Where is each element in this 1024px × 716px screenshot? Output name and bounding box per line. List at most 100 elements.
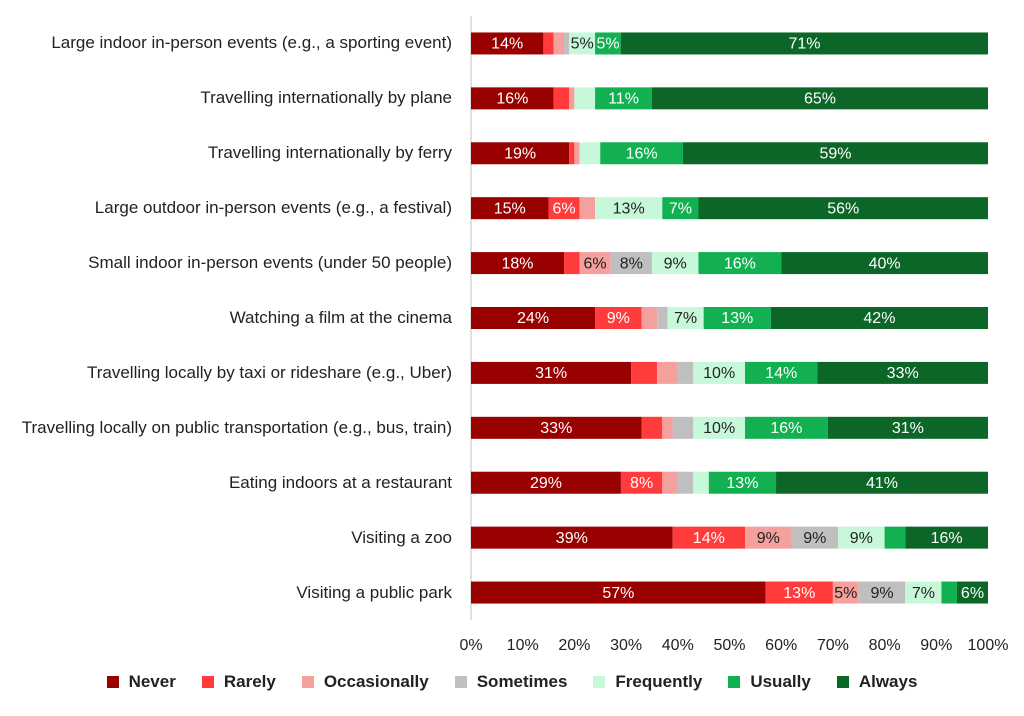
bar-segment: [884, 526, 906, 549]
bar-segment: [838, 526, 885, 549]
data-label: 9%: [607, 310, 630, 327]
data-label: 56%: [827, 200, 859, 217]
legend-label: Rarely: [223, 672, 276, 691]
data-label: 6%: [584, 255, 607, 272]
bar-segment: [579, 252, 611, 275]
x-tick-label: 60%: [765, 637, 797, 654]
legend-label: Usually: [750, 672, 811, 691]
bar-segment: [693, 361, 746, 384]
data-label: 31%: [535, 365, 567, 382]
data-label: 9%: [757, 530, 780, 547]
category-label: Watching a film at the cinema: [229, 308, 452, 327]
bar-segment: [471, 197, 549, 220]
bar-segment: [905, 581, 942, 604]
bar-segment: [569, 32, 596, 55]
data-label: 5%: [834, 585, 857, 602]
data-label: 13%: [726, 475, 758, 492]
bar-segment: [569, 87, 575, 110]
legend-item: Occasionally: [301, 672, 429, 692]
data-label: 9%: [664, 255, 687, 272]
bar-segment: [543, 32, 554, 55]
bar-segment: [662, 197, 699, 220]
bar-segment: [693, 471, 709, 494]
bar-segment: [471, 142, 570, 165]
legend-item: Never: [106, 672, 176, 692]
bar-segment: [698, 252, 782, 275]
data-label: 6%: [961, 585, 984, 602]
data-label: 13%: [721, 310, 753, 327]
category-label: Travelling locally on public transportat…: [21, 417, 452, 437]
data-label: 14%: [693, 530, 725, 547]
data-label: 39%: [556, 530, 588, 547]
data-label: 14%: [765, 365, 797, 382]
data-label: 5%: [596, 36, 619, 53]
bar-segment: [471, 32, 544, 55]
data-label: 13%: [613, 200, 645, 217]
legend-swatch: [728, 676, 741, 688]
bar-segment: [631, 361, 658, 384]
data-label: 5%: [571, 36, 594, 53]
bar-segment: [595, 307, 642, 329]
legend-label: Never: [128, 672, 176, 691]
category-label: Eating indoors at a restaurant: [228, 472, 452, 492]
data-label: 18%: [502, 255, 534, 272]
bar-segment: [651, 87, 988, 110]
legend-label: Occasionally: [323, 672, 429, 691]
bar-segment: [574, 87, 596, 110]
bar-segment: [827, 416, 988, 439]
bar-segment: [610, 252, 652, 275]
data-label: 8%: [630, 475, 653, 492]
data-label: 6%: [552, 200, 575, 217]
category-label: Small indoor in-person events (under 50 …: [88, 253, 452, 273]
bar-segment: [574, 142, 580, 165]
category-label: Visiting a public park: [296, 582, 452, 602]
bar-segment: [471, 471, 621, 494]
bar-segment: [564, 32, 570, 55]
bar-segment: [791, 526, 839, 549]
bar-segment: [662, 471, 678, 494]
bar-segment: [776, 471, 988, 494]
bar-segment: [956, 581, 988, 604]
legend-item: Usually: [728, 672, 811, 692]
category-label: Large indoor in-person events (e.g., a s…: [51, 33, 452, 53]
legend-swatch: [106, 676, 119, 688]
bar-segment: [677, 361, 694, 384]
bar-segment: [745, 361, 818, 384]
data-label: 7%: [912, 585, 935, 602]
x-tick-label: 100%: [968, 637, 1009, 654]
data-label: 33%: [887, 365, 919, 382]
bar-segment: [905, 526, 988, 549]
bar-segment: [672, 416, 694, 439]
data-label: 29%: [530, 475, 562, 492]
bar-segment: [657, 361, 678, 384]
data-label: 16%: [931, 530, 963, 547]
bar-segment: [471, 252, 565, 275]
legend-item: Sometimes: [454, 672, 567, 692]
bar-segment: [620, 471, 663, 494]
category-label: Travelling internationally by plane: [200, 88, 452, 108]
data-label: 71%: [788, 36, 820, 53]
bar-segment: [682, 142, 988, 165]
bar-segment: [595, 87, 652, 110]
legend-swatch: [836, 676, 849, 688]
category-label: Visiting a zoo: [351, 527, 452, 547]
bar-segment: [564, 252, 580, 275]
data-label: 16%: [626, 145, 658, 162]
bar-segment: [595, 197, 663, 220]
legend-swatch: [301, 676, 314, 688]
bar-segment: [657, 307, 668, 329]
data-label: 15%: [494, 200, 526, 217]
x-tick-label: 80%: [869, 637, 901, 654]
legend-label: Always: [858, 672, 918, 691]
bar-segment: [781, 252, 988, 275]
x-tick-label: 50%: [713, 637, 745, 654]
bar-segment: [667, 307, 704, 329]
data-label: 65%: [804, 91, 836, 108]
legend-item: Rarely: [201, 672, 276, 692]
bar-segment: [595, 32, 621, 55]
legend-swatch: [201, 676, 214, 688]
x-tick-label: 20%: [558, 637, 590, 654]
bar-segment: [703, 307, 771, 329]
